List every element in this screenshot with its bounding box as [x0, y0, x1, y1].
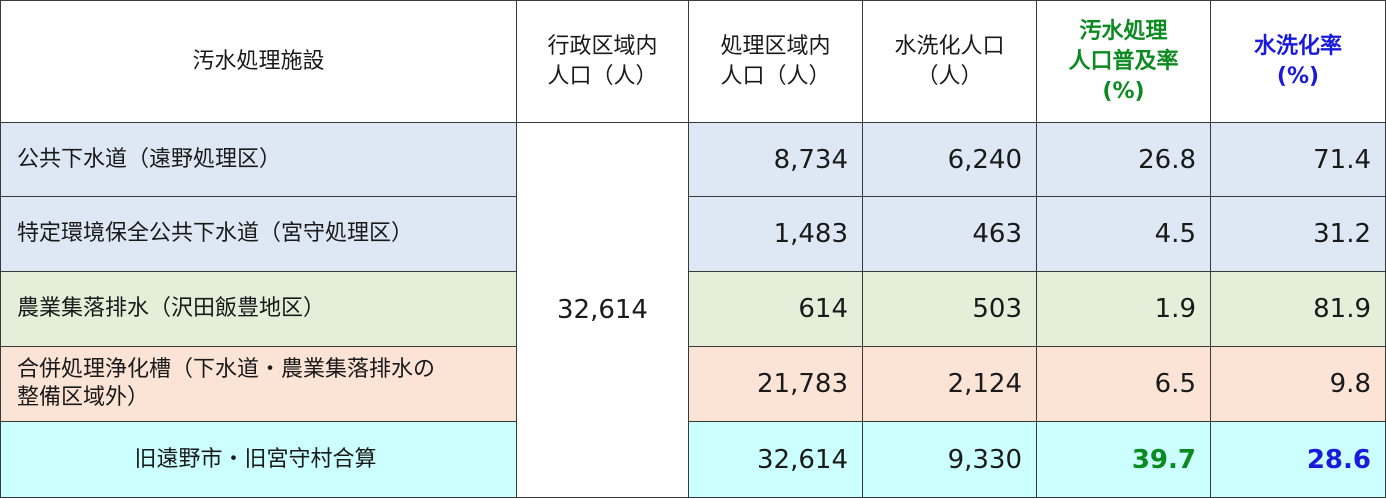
total-row: 旧遠野市・旧宮守村合算 32,614 9,330 39.7 28.6 [0, 421, 1386, 498]
flush-rate-cell: 71.4 [1210, 122, 1386, 197]
facility-cell: 合併処理浄化槽（下水道・農業集落排水の 整備区域外） [0, 346, 517, 422]
table-row: 公共下水道（遠野処理区） 32,614 8,734 6,240 26.8 71.… [0, 122, 1386, 498]
total-coverage-rate-cell: 39.7 [1036, 421, 1211, 498]
flush-rate-cell: 9.8 [1210, 346, 1386, 422]
coverage-rate-cell: 4.5 [1036, 196, 1211, 272]
service-population-cell: 8,734 [688, 122, 863, 197]
header-service-population: 処理区域内 人口（人） [688, 0, 863, 123]
facility-cell: 公共下水道（遠野処理区） [0, 122, 517, 197]
coverage-rate-cell: 6.5 [1036, 346, 1211, 422]
flush-rate-cell: 31.2 [1210, 196, 1386, 272]
admin-population-cell: 32,614 [516, 122, 689, 498]
flush-population-cell: 9,330 [862, 421, 1037, 498]
coverage-rate-cell: 1.9 [1036, 271, 1211, 347]
table-row: 農業集落排水（沢田飯豊地区） 614 503 1.9 81.9 [0, 271, 1386, 347]
flush-population-cell: 2,124 [862, 346, 1037, 422]
facility-cell: 特定環境保全公共下水道（宮守処理区） [0, 196, 517, 272]
table-row: 特定環境保全公共下水道（宮守処理区） 1,483 463 4.5 31.2 [0, 196, 1386, 272]
flush-population-cell: 6,240 [862, 122, 1037, 197]
table-row: 合併処理浄化槽（下水道・農業集落排水の 整備区域外） 21,783 2,124 … [0, 346, 1386, 422]
service-population-cell: 614 [688, 271, 863, 347]
facility-cell: 農業集落排水（沢田飯豊地区） [0, 271, 517, 347]
flush-population-cell: 503 [862, 271, 1037, 347]
header-facility: 汚水処理施設 [0, 0, 517, 123]
header-admin-population: 行政区域内 人口（人） [516, 0, 689, 123]
header-flush-population: 水洗化人口 （人） [862, 0, 1037, 123]
flush-population-cell: 463 [862, 196, 1037, 272]
total-flush-rate-cell: 28.6 [1210, 421, 1386, 498]
total-label-cell: 旧遠野市・旧宮守村合算 [0, 421, 517, 498]
header-flush-rate: 水洗化率 (%) [1210, 0, 1386, 123]
coverage-rate-cell: 26.8 [1036, 122, 1211, 197]
service-population-cell: 1,483 [688, 196, 863, 272]
flush-rate-cell: 81.9 [1210, 271, 1386, 347]
service-population-cell: 32,614 [688, 421, 863, 498]
header-coverage-rate: 汚水処理 人口普及率 (%) [1036, 0, 1211, 123]
service-population-cell: 21,783 [688, 346, 863, 422]
header-row: 汚水処理施設 行政区域内 人口（人） 処理区域内 人口（人） 水洗化人口 （人） [0, 0, 1386, 123]
